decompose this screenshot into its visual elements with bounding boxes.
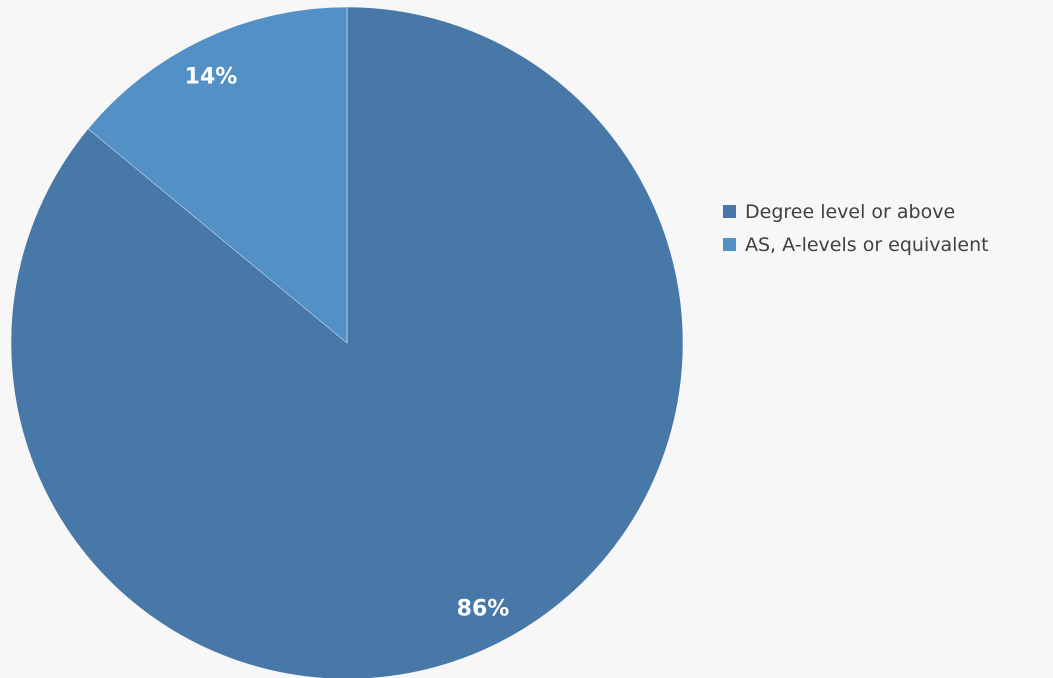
legend-label-a-levels: AS, A-levels or equivalent: [745, 234, 989, 256]
pie-slice-degree: [10, 6, 684, 678]
legend-label-degree: Degree level or above: [745, 201, 955, 223]
legend-item-a-levels: AS, A-levels or equivalent: [723, 234, 989, 256]
legend: Degree level or above AS, A-levels or eq…: [723, 201, 989, 256]
legend-item-degree: Degree level or above: [723, 201, 955, 223]
pie-slice-labels: 86% 14%: [185, 65, 510, 622]
legend-swatch-degree: [723, 205, 736, 218]
pie-label-a-levels: 14%: [185, 65, 238, 90]
pie-slice-a-levels: [87, 6, 348, 344]
pie-label-degree: 86%: [457, 597, 510, 622]
pie-slices: [10, 6, 684, 678]
legend-swatch-a-levels: [723, 238, 736, 251]
